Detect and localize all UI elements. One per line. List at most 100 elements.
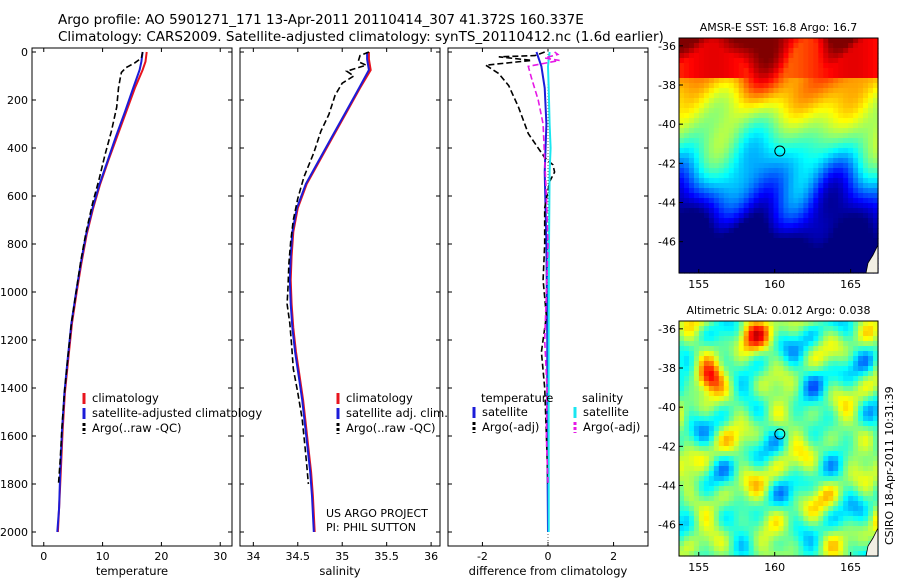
heatmap-cell [758,223,765,229]
heatmap-cell [863,396,869,402]
heatmap-cell [748,551,755,557]
heatmap-cell [783,451,790,457]
heatmap-cell [803,411,809,417]
heatmap-cell [843,63,849,69]
heatmap-cell [823,88,829,94]
heatmap-cell [708,113,715,119]
heatmap-cell [773,213,780,219]
heatmap-cell [693,486,700,492]
heatmap-cell [768,158,775,164]
heatmap-cell [768,326,775,332]
heatmap-cell [843,406,849,412]
heatmap-cell [713,321,720,327]
heatmap-cell [798,356,804,362]
heatmap-cell [693,336,700,342]
heatmap-cell [768,253,775,259]
heatmap-cell [868,521,874,527]
heatmap-cell [828,331,834,337]
heatmap-cell [743,331,750,337]
heatmap-cell [683,321,690,327]
heatmap-cell [828,336,834,342]
heatmap-cell [728,416,735,422]
heatmap-cell [679,143,685,149]
heatmap-cell [708,53,715,59]
heatmap-cell [788,98,795,104]
heatmap-cell [783,431,790,437]
heatmap-cell [823,391,829,397]
heatmap-cell [813,481,819,487]
heatmap-cell [843,88,849,94]
heatmap-cell [858,446,864,452]
heatmap-cell [833,376,839,382]
heatmap-cell [873,366,879,372]
heatmap-cell [818,446,824,452]
x-tick-label: -2 [477,550,488,563]
heatmap-cell [798,471,804,477]
heatmap-cell [843,506,849,512]
heatmap-cell [838,113,844,119]
heatmap-cell [698,203,705,209]
x-tick-label: 35.5 [374,550,399,563]
heatmap-cell [753,331,760,337]
heatmap-cell [788,471,795,477]
heatmap-cell [838,63,844,69]
heatmap-cell [718,491,725,497]
heatmap-cell [743,218,750,224]
heatmap-cell [703,263,710,269]
heatmap-cell [768,78,775,84]
heatmap-cell [783,38,790,44]
heatmap-cell [768,123,775,129]
heatmap-cell [873,416,879,422]
heatmap-cell [843,48,849,54]
heatmap-cell [708,218,715,224]
heatmap-cell [728,346,735,352]
heatmap-cell [763,351,770,357]
heatmap-cell [763,113,770,119]
heatmap-cell [823,113,829,119]
heatmap-cell [818,228,824,234]
heatmap-cell [788,68,795,74]
heatmap-cell [858,491,864,497]
heatmap-cell [693,371,700,377]
heatmap-cell [833,123,839,129]
heatmap-cell [743,471,750,477]
heatmap-cell [743,128,750,134]
heatmap-cell [688,491,695,497]
y-tick-label: -38 [658,362,676,375]
heatmap-cell [768,228,775,234]
heatmap-cell [688,163,695,169]
heatmap-cell [728,496,735,502]
heatmap-cell [848,153,854,159]
heatmap-cell [853,416,859,422]
heatmap-cell [763,103,770,109]
heatmap-cell [738,158,745,164]
heatmap-cell [768,481,775,487]
heatmap-cell [863,213,869,219]
heatmap-cell [858,73,864,79]
heatmap-cell [818,436,824,442]
heatmap-cell [768,441,775,447]
heatmap-cell [693,526,700,532]
heatmap-cell [708,258,715,264]
heatmap-cell [683,98,690,104]
heatmap-cell [763,496,770,502]
heatmap-cell [723,123,730,129]
heatmap-cell [753,481,760,487]
heatmap-cell [688,416,695,422]
heatmap-cell [838,456,844,462]
heatmap-cell [863,466,869,472]
heatmap-cell [793,88,799,94]
x-tick-label: 30 [213,550,227,563]
heatmap-cell [723,546,730,552]
heatmap-cell [773,436,780,442]
heatmap-cell [688,178,695,184]
heatmap-cell [768,168,775,174]
heatmap-cell [753,123,760,129]
heatmap-cell [858,531,864,537]
heatmap-cell [793,456,799,462]
heatmap-cell [838,133,844,139]
heatmap-cell [718,118,725,124]
heatmap-cell [718,253,725,259]
heatmap-cell [718,103,725,109]
heatmap-cell [863,88,869,94]
